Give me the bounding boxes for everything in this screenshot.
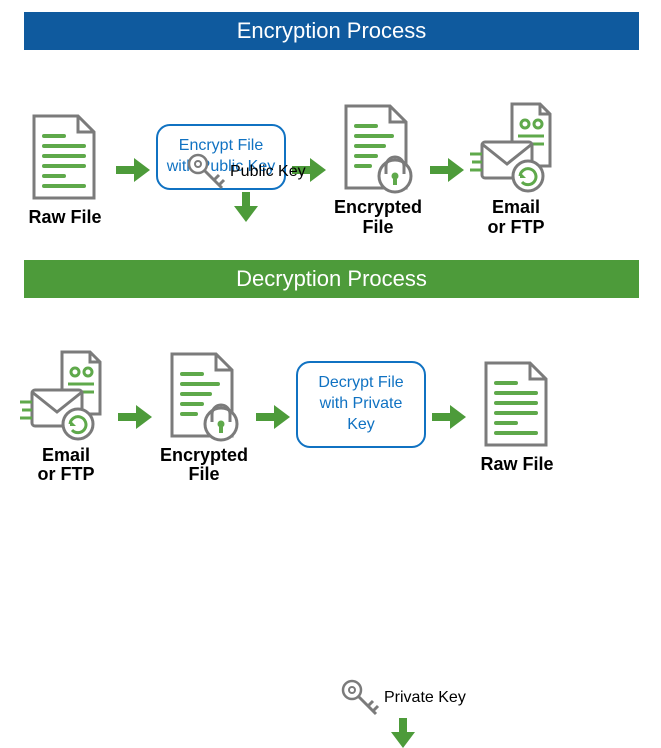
raw-file-label: Raw File (28, 208, 101, 228)
step-raw-file: Raw File (20, 112, 110, 228)
arrow-down-icon (230, 192, 262, 222)
arrow-down-icon (387, 718, 419, 748)
step-decrypt-process: Decrypt File with Private Key (296, 361, 426, 473)
raw-file-icon (472, 359, 562, 451)
encryption-row: Public Key Raw File Encrypt File with Pu… (0, 102, 661, 248)
decrypt-box-l2: with Private Key (320, 395, 403, 433)
encryption-banner: Encryption Process (24, 12, 639, 50)
step-transport: Email or FTP (20, 350, 112, 486)
step-raw-file: Raw File (472, 359, 562, 475)
arrow-icon (256, 401, 290, 433)
step-encrypted-file: Encrypted File (158, 350, 250, 486)
raw-file-label: Raw File (480, 455, 553, 475)
decryption-banner: Decryption Process (24, 260, 639, 298)
decryption-row: Private Key Email or FTP Encrypted File … (0, 350, 661, 496)
key-icon (340, 678, 380, 718)
email-ftp-icon (470, 102, 562, 194)
public-key-group: Public Key (186, 152, 306, 222)
arrow-icon (116, 154, 150, 186)
step-encrypted-file: Encrypted File (332, 102, 424, 238)
private-key-label: Private Key (384, 689, 466, 707)
encrypted-file-icon (332, 102, 424, 194)
transport-label: Email or FTP (38, 446, 95, 486)
encrypted-file-label: Encrypted File (334, 198, 422, 238)
arrow-icon (430, 154, 464, 186)
step-transport: Email or FTP (470, 102, 562, 238)
decrypt-box: Decrypt File with Private Key (296, 361, 426, 447)
raw-file-icon (20, 112, 110, 204)
transport-label: Email or FTP (488, 198, 545, 238)
private-key-group: Private Key (340, 678, 466, 748)
public-key-label: Public Key (230, 163, 306, 181)
key-icon (186, 152, 226, 192)
arrow-icon (432, 401, 466, 433)
encrypted-file-icon (158, 350, 250, 442)
encrypted-file-label: Encrypted File (160, 446, 248, 486)
decrypt-box-l1: Decrypt File (318, 374, 403, 391)
arrow-icon (118, 401, 152, 433)
email-ftp-icon (20, 350, 112, 442)
